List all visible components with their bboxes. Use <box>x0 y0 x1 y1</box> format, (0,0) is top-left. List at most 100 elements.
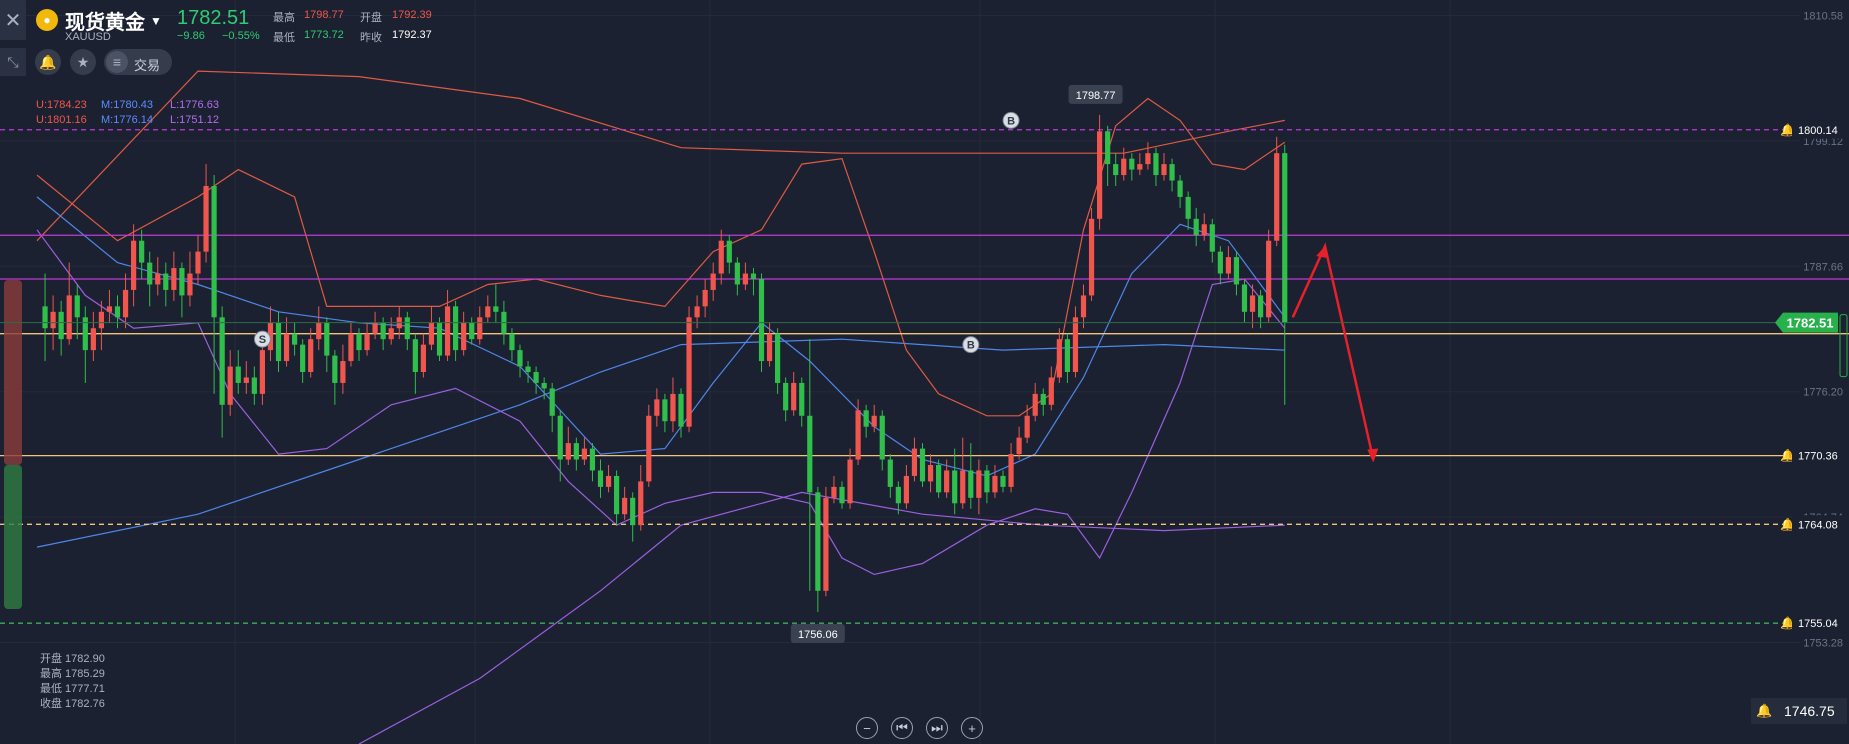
level-label-bg-0 <box>1792 120 1849 139</box>
candle-body-148 <box>1225 257 1231 274</box>
candle-body-151 <box>1249 295 1256 312</box>
indicator-l-2: L:1751.12 <box>170 114 219 126</box>
candle-body-84 <box>710 273 716 290</box>
candle-body-49 <box>428 322 435 345</box>
candle-body-66 <box>565 443 571 460</box>
level-label-0: 1800.14 <box>1798 125 1838 137</box>
candle-body-57 <box>493 306 499 312</box>
candle-body-83 <box>702 289 708 307</box>
candle-body-42 <box>372 322 378 334</box>
price-change-percent: −0.55% <box>222 30 260 42</box>
candle-body-115 <box>960 470 966 504</box>
close-button[interactable]: ✕ <box>0 0 26 40</box>
candle-body-71 <box>605 475 612 487</box>
current-price-tag-label: 1782.51 <box>1787 316 1834 331</box>
candle-body-117 <box>976 470 982 498</box>
skip-back-button[interactable]: ⏮ <box>891 717 913 739</box>
candle-body-31 <box>283 333 290 362</box>
candle-body-92 <box>775 333 781 383</box>
instrument-title[interactable]: 现货黄金 <box>65 12 145 34</box>
price-alert-box[interactable] <box>1751 698 1847 724</box>
candle-body-72 <box>614 475 620 515</box>
open-value: 1792.39 <box>392 9 432 21</box>
zoom-in-button[interactable]: + <box>961 717 983 739</box>
candle-body-114 <box>952 470 958 504</box>
y-tick-label-5: 1753.28 <box>1803 637 1843 649</box>
skip-forward-button[interactable]: ⏭ <box>926 717 948 739</box>
candle-body-60 <box>517 350 523 367</box>
prev-close-label: 昨收 <box>360 32 382 44</box>
candle-body-123 <box>1024 415 1030 438</box>
candle-body-121 <box>1008 454 1014 487</box>
ma-line-red_long <box>36 70 1285 242</box>
level-label-6: 1755.04 <box>1798 618 1838 630</box>
candle-body-106 <box>887 459 893 487</box>
candle-body-133 <box>1105 131 1111 165</box>
candle-body-132 <box>1097 131 1103 219</box>
indicator-m-2: M:1776.14 <box>101 114 153 126</box>
zoom-out-icon: − <box>863 720 871 736</box>
high-value: 1798.77 <box>304 9 344 21</box>
candle-body-52 <box>453 306 459 351</box>
chevron-down-icon[interactable]: ▼ <box>150 14 162 28</box>
candle-body-63 <box>541 382 547 389</box>
alert-button[interactable]: 🔔 <box>35 49 61 75</box>
candle-body-107 <box>895 486 901 504</box>
candle-body-125 <box>1040 393 1046 405</box>
low-value: 1773.72 <box>304 29 344 41</box>
candle-body-50 <box>436 322 443 356</box>
zoom-out-button[interactable]: − <box>856 717 878 739</box>
candle-body-78 <box>662 399 668 422</box>
candle-body-111 <box>927 465 934 482</box>
signal-label-0: S <box>259 334 266 346</box>
candle-body-99 <box>831 486 837 498</box>
level-label-bg-4 <box>1792 446 1849 465</box>
forecast-arrow-head-up <box>1316 246 1328 259</box>
candle-body-108 <box>903 475 909 504</box>
candle-body-35 <box>316 322 322 340</box>
signal-circle-2 <box>962 336 980 354</box>
candle-body-10 <box>114 306 121 318</box>
candle-body-137 <box>1137 164 1143 170</box>
min-price-label-bg <box>790 624 845 644</box>
candle-body-53 <box>461 322 467 351</box>
candle-body-61 <box>525 366 531 372</box>
candle-body-22 <box>211 186 217 318</box>
current-price: 1782.51 <box>177 7 250 29</box>
candle-body-27 <box>251 377 257 394</box>
skip-forward-icon: ⏭ <box>931 720 943 735</box>
candle-body-142 <box>1177 180 1183 197</box>
y-tick-label-1: 1799.12 <box>1803 136 1843 148</box>
low-label: 最低 <box>273 32 295 44</box>
candle-body-98 <box>823 497 829 591</box>
trade-label[interactable]: 交易 <box>134 58 161 73</box>
candle-body-3 <box>58 311 64 340</box>
indicator-m-1: M:1780.43 <box>101 99 153 111</box>
candle-body-8 <box>98 311 104 329</box>
max-price-label-bg <box>1068 84 1123 104</box>
expand-button[interactable]: ⤡ <box>0 48 26 76</box>
expand-icon: ⤡ <box>7 53 19 70</box>
signal-circle-1 <box>1002 111 1020 129</box>
candle-body-154 <box>1274 153 1280 241</box>
zoom-in-icon: + <box>968 720 976 736</box>
candle-body-40 <box>356 333 362 351</box>
candle-body-118 <box>984 470 990 493</box>
candle-body-33 <box>300 344 306 372</box>
candle-body-59 <box>509 333 515 351</box>
ohlc-low: 最低 1777.71 <box>40 683 105 695</box>
candle-body-152 <box>1258 295 1264 318</box>
candle-body-139 <box>1153 153 1159 176</box>
candle-body-147 <box>1217 251 1223 274</box>
candle-body-144 <box>1193 218 1199 236</box>
candle-body-44 <box>388 328 394 340</box>
level-bell-icon-6: 🔔 <box>1780 616 1795 630</box>
candle-body-153 <box>1266 240 1272 318</box>
level-label-bg-6 <box>1792 614 1849 633</box>
candle-body-29 <box>267 322 274 351</box>
candle-body-64 <box>549 388 555 416</box>
candle-body-14 <box>147 262 153 285</box>
favorite-button[interactable]: ★ <box>70 49 96 75</box>
